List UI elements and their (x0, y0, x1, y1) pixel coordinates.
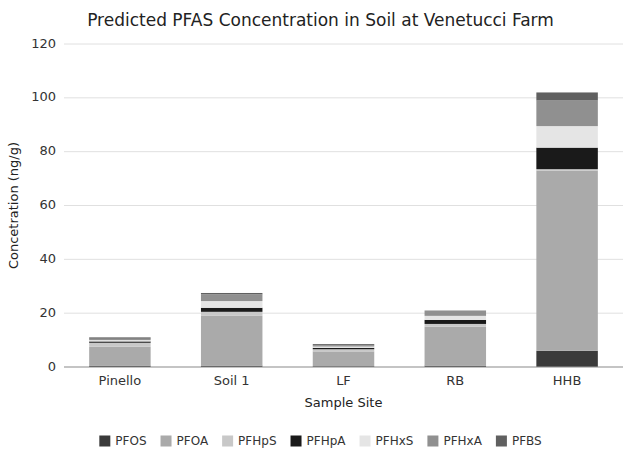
bar-segment (425, 310, 486, 311)
legend-item: PFHxA (427, 434, 482, 448)
bar-segment (425, 324, 486, 327)
x-tick-label: Pinello (99, 373, 142, 388)
bar-segment (201, 294, 262, 301)
legend-label: PFBS (512, 434, 542, 448)
legend-item: PFHpS (222, 434, 276, 448)
y-tick-label: 80 (39, 143, 56, 158)
legend-item: PFHpA (291, 434, 347, 448)
bar-segment (89, 339, 150, 340)
bar-segment (536, 169, 597, 170)
y-tick-label: 0 (48, 359, 56, 374)
bar-segment (89, 340, 150, 341)
bar-segment (89, 343, 150, 347)
bar-segment (89, 341, 150, 342)
bar-segment (313, 349, 374, 351)
legend-swatch (161, 436, 172, 447)
legend-label: PFOS (115, 434, 146, 448)
bar-segment (425, 316, 486, 320)
bar-segment (201, 293, 262, 294)
grid (64, 44, 623, 367)
legend-swatch (99, 436, 110, 447)
bar-segment (536, 92, 597, 100)
legend-label: PFHxS (376, 434, 414, 448)
x-axis-label: Sample Site (305, 395, 383, 410)
x-tick-label: Soil 1 (214, 373, 250, 388)
legend-label: PFHxA (443, 434, 482, 448)
legend-swatch (360, 436, 371, 447)
bar-segment (313, 344, 374, 345)
x-tick-label: RB (446, 373, 464, 388)
bar-segment (536, 171, 597, 351)
bar-segment (89, 337, 150, 338)
bar-segment (536, 351, 597, 367)
bar-segment (313, 348, 374, 349)
bar-segment (536, 148, 597, 170)
bar-segment (536, 101, 597, 127)
y-axis-label: Concetration (ng/g) (6, 142, 21, 269)
bar-segment (313, 351, 374, 366)
legend-label: PFHpS (238, 434, 276, 448)
legend-swatch (496, 436, 507, 447)
chart: 0 20 40 60 80 100 120 Pinello Soil 1 LF RB HHB Predi… (0, 0, 641, 463)
y-tick-label: 20 (39, 305, 56, 320)
legend-item: PFOS (99, 434, 146, 448)
bar-segment (313, 345, 374, 346)
grid-line (64, 367, 623, 368)
bar-segment (201, 308, 262, 312)
bar-segment (536, 126, 597, 148)
legend-label: PFOA (177, 434, 209, 448)
bar-segment (89, 347, 150, 366)
x-axis-line (64, 367, 623, 368)
y-tick-label: 40 (39, 251, 56, 266)
legend-swatch (291, 436, 302, 447)
bar-segment (425, 327, 486, 366)
x-tick-label: HHB (553, 373, 581, 388)
legend-item: PFHxS (360, 434, 414, 448)
legend: PFOS PFOA PFHpS PFHpA PFHxS PFHxA PFBS (99, 434, 541, 448)
title: Predicted PFAS Concentration in Soil at … (87, 10, 554, 30)
bar-segment (201, 316, 262, 366)
legend-item: PFOA (161, 434, 209, 448)
legend-swatch (427, 436, 438, 447)
y-tick-label: 100 (31, 89, 56, 104)
bar-segment (313, 347, 374, 348)
legend-swatch (222, 436, 233, 447)
legend-item: PFBS (496, 434, 542, 448)
bars (89, 92, 598, 367)
bar-segment (201, 312, 262, 316)
x-tick-label: LF (336, 373, 351, 388)
bar-segment (425, 310, 486, 315)
bar-segment (425, 320, 486, 324)
y-tick-label: 60 (39, 197, 56, 212)
legend-label: PFHpA (307, 434, 347, 448)
bar-segment (201, 301, 262, 308)
y-tick-label: 120 (31, 36, 56, 51)
grid-line (64, 44, 623, 45)
